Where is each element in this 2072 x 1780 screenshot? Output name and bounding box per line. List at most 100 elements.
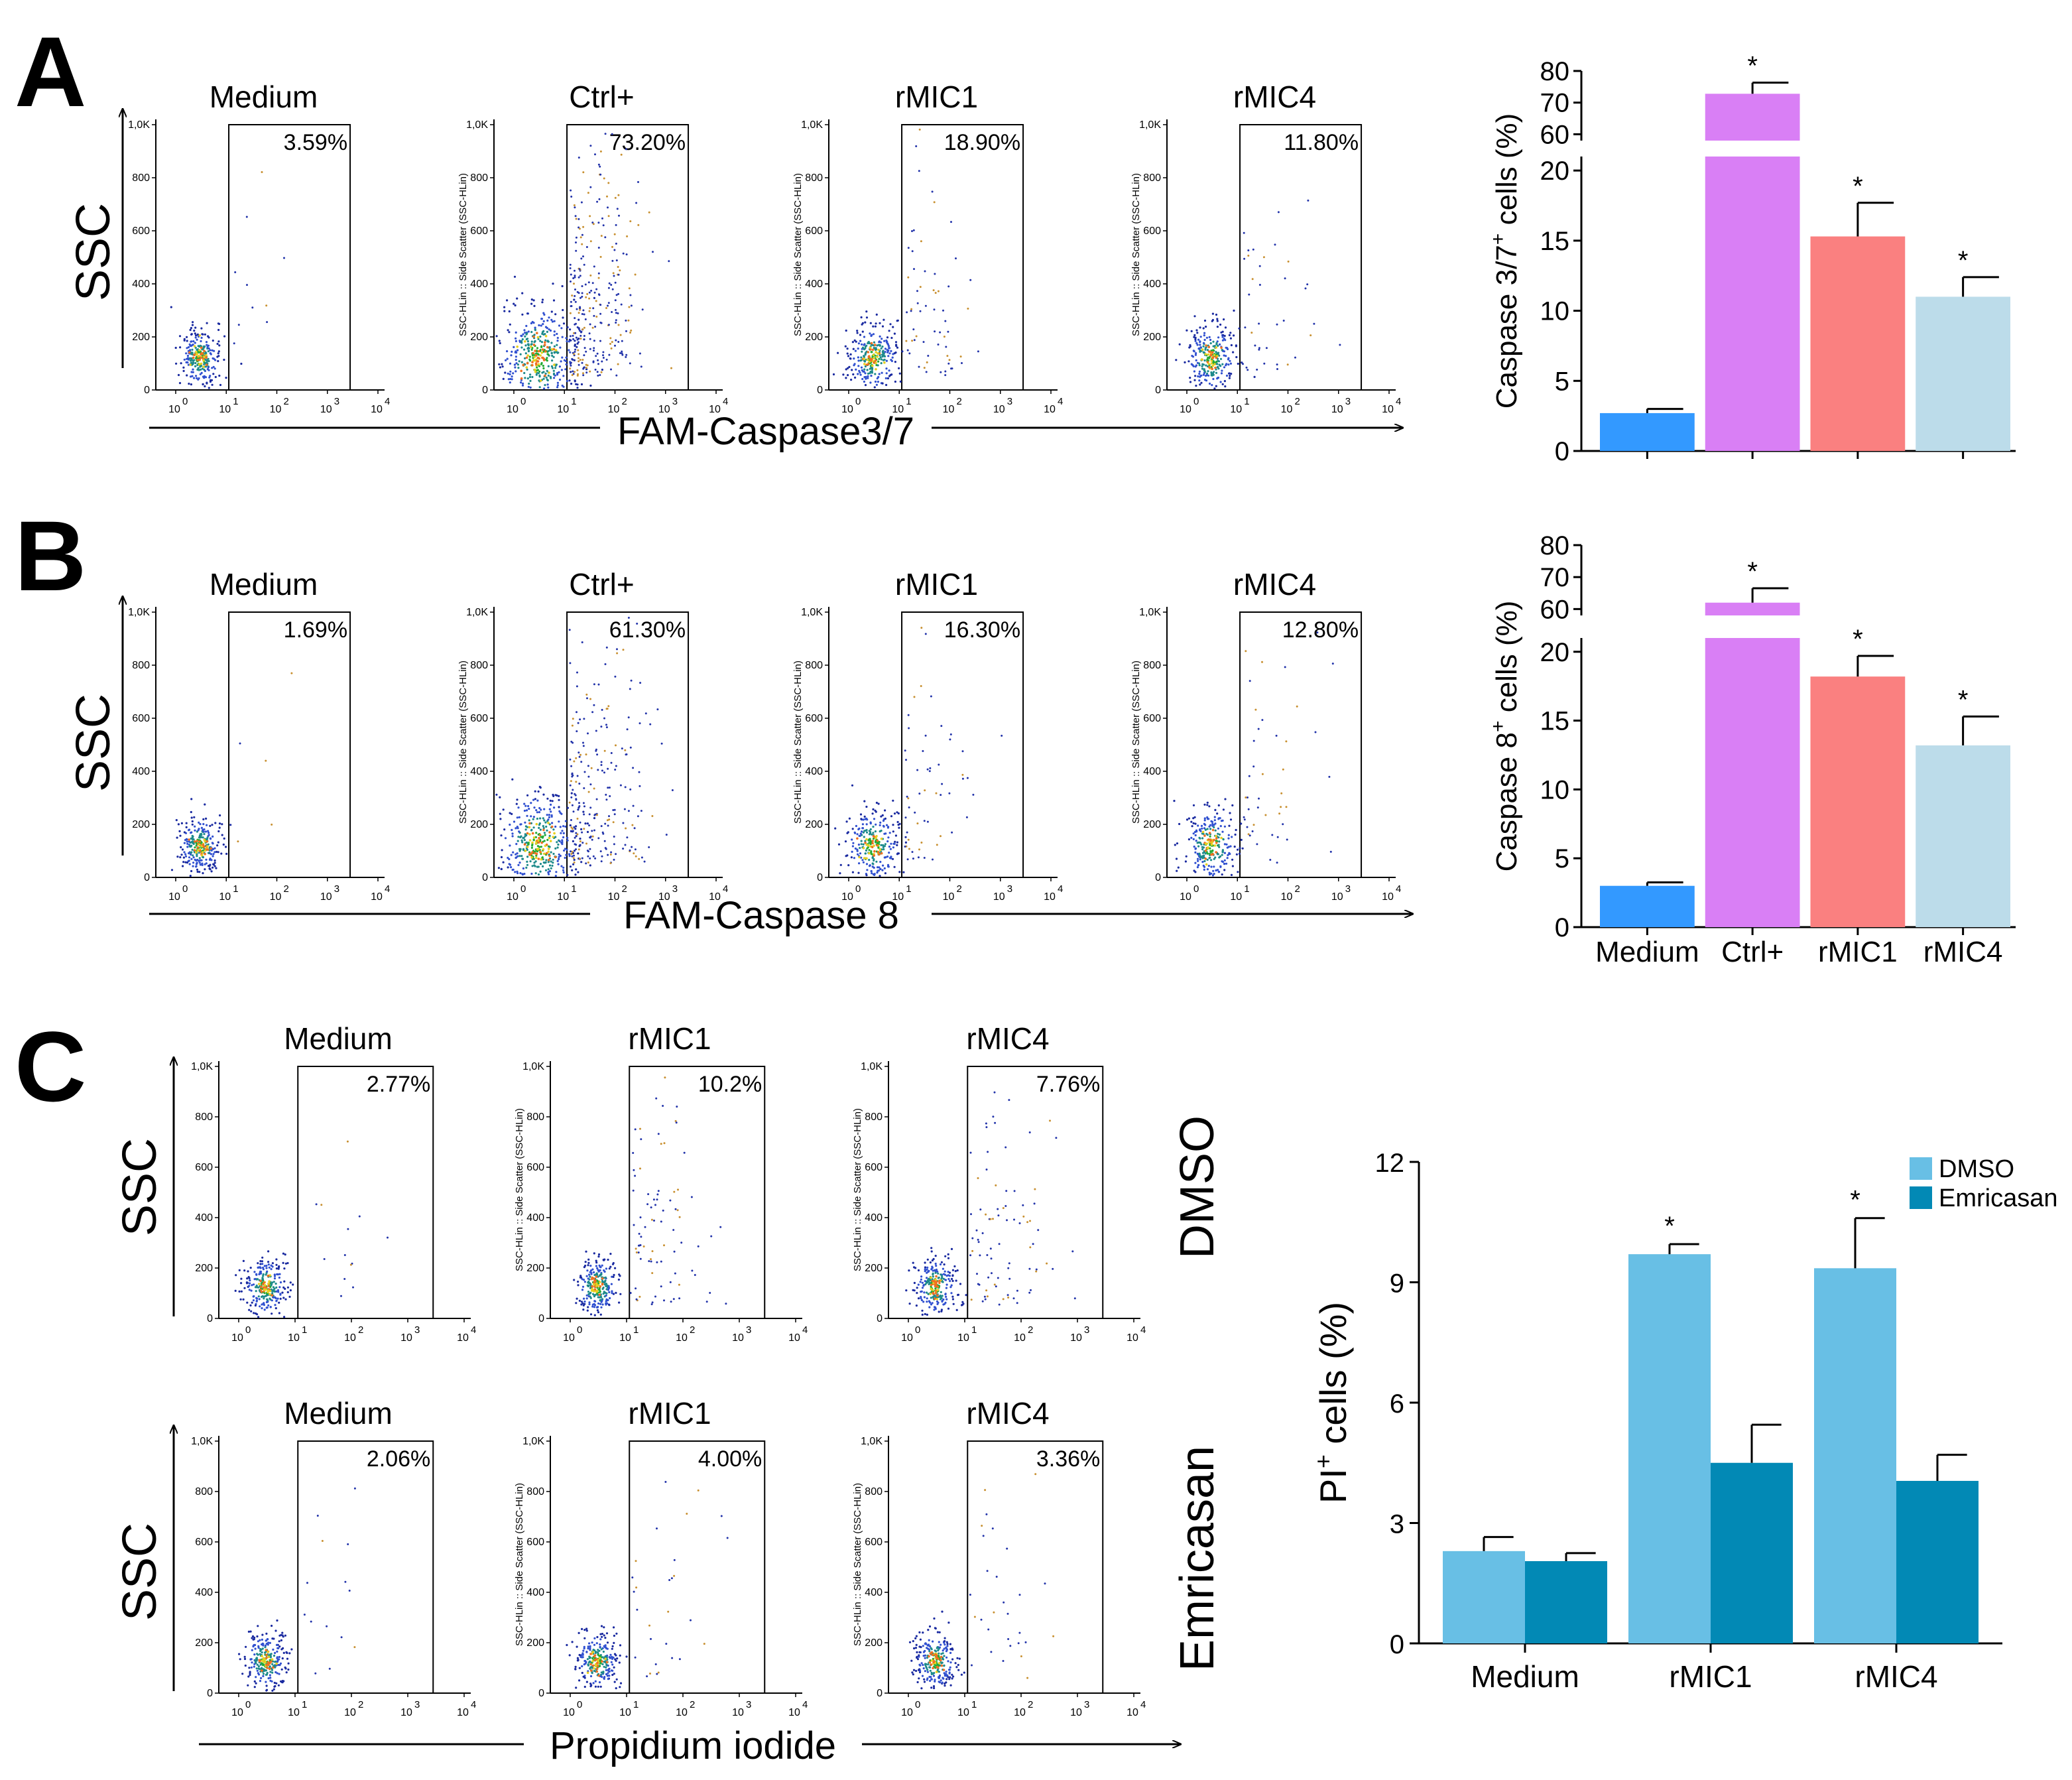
flow-event — [225, 852, 228, 856]
flow-event — [276, 1619, 278, 1622]
flow-x-tick-exp: 1 — [906, 396, 911, 407]
flow-event-gated — [1008, 1262, 1010, 1265]
flow-event — [896, 820, 899, 824]
flow-event-gated — [912, 328, 915, 331]
flow-event — [890, 856, 892, 858]
flow-event-gated — [607, 215, 610, 218]
flow-event-core — [193, 849, 196, 852]
flow-event-core — [869, 346, 872, 349]
flow-event-core — [870, 359, 873, 362]
flow-event-gated — [615, 308, 617, 311]
flow-event — [196, 861, 198, 864]
flow-event — [537, 338, 540, 340]
flow-event-core — [873, 361, 875, 364]
flow-event — [213, 861, 216, 864]
flow-event-gated — [601, 217, 603, 220]
flow-event-gated — [629, 688, 631, 690]
flow-event — [548, 846, 551, 848]
flow-y-tick-label: 800 — [470, 172, 488, 184]
flow-x-tick-exp: 1 — [571, 883, 576, 895]
flow-event — [922, 1285, 925, 1287]
flow-x-tick-base: 10 — [1331, 891, 1343, 903]
flow-event — [863, 336, 866, 338]
flow-event — [278, 1312, 280, 1314]
flow-event — [606, 1302, 609, 1304]
flow-event-gated — [570, 273, 572, 276]
flow-event-gated — [908, 727, 910, 730]
flow-event — [499, 796, 501, 798]
flow-event — [547, 818, 550, 821]
flow-event — [1209, 824, 1212, 826]
flow-y-tick-label: 0 — [538, 1688, 544, 1699]
flow-event-gated — [654, 1204, 656, 1206]
flow-event-gated — [591, 830, 593, 832]
flow-event-gated — [922, 750, 924, 752]
flow-event — [269, 1306, 272, 1308]
flow-y-tick-label: 1,0K — [191, 1061, 213, 1072]
flow-event — [890, 359, 892, 361]
flow-event-gated — [926, 768, 929, 771]
flow-y-axis-label: SSC-HLin :: Side Scatter (SSC-HLin) — [514, 1108, 525, 1271]
flow-event — [241, 1673, 244, 1675]
flow-event-core — [936, 1289, 939, 1291]
flow-y-axis-label: SSC-HLin :: Side Scatter (SSC-HLin) — [792, 661, 804, 824]
flow-event — [1209, 338, 1212, 342]
flow-event-core — [537, 350, 540, 353]
flow-event-gated — [575, 781, 578, 783]
flow-event — [1193, 816, 1196, 818]
flow-event-core — [595, 1291, 598, 1293]
flow-event — [265, 1273, 267, 1276]
flow-event-gated — [574, 276, 576, 279]
flow-event — [1219, 825, 1222, 828]
flow-event-gated — [949, 738, 951, 741]
flow-event — [593, 1314, 596, 1316]
flow-event-gated — [1032, 1243, 1034, 1245]
flow-x-tick-base: 10 — [943, 404, 955, 415]
flow-event-gated — [593, 350, 595, 352]
flow-event — [950, 1292, 953, 1295]
flow-gate — [297, 1440, 434, 1694]
flow-event — [253, 1653, 256, 1656]
flow-event — [553, 351, 556, 354]
flow-event — [215, 850, 218, 854]
flow-event — [544, 333, 546, 336]
flow-event-core — [531, 841, 534, 844]
flow-event — [1219, 357, 1223, 360]
flow-event-gated — [343, 1254, 346, 1256]
flow-event — [888, 852, 890, 854]
flow-event-core — [530, 345, 532, 348]
flow-event-gated — [1310, 334, 1312, 337]
flow-event — [852, 842, 855, 844]
flow-event-gated — [569, 758, 572, 761]
flow-event — [926, 1258, 929, 1261]
flow-event — [1241, 361, 1243, 364]
flow-event — [853, 364, 855, 367]
flow-event-gated — [633, 1169, 635, 1171]
flow-event-gated — [637, 1251, 640, 1254]
flow-event — [926, 1277, 928, 1279]
flow-x-tick-base: 10 — [788, 1707, 800, 1718]
flow-event-gated — [583, 828, 585, 830]
flow-event — [544, 372, 547, 375]
flow-event — [532, 818, 534, 820]
flow-event — [1230, 373, 1233, 375]
flow-event — [1216, 318, 1219, 320]
flow-event-core — [536, 336, 540, 339]
flow-event — [511, 778, 514, 781]
flow-event — [921, 1313, 924, 1316]
flow-event-core — [542, 828, 545, 832]
flow-event — [566, 873, 569, 876]
flow-event-gated — [593, 340, 595, 342]
flow-event — [262, 1675, 265, 1677]
flow-event — [953, 1265, 956, 1268]
flow-event-gated — [940, 794, 942, 796]
flow-event — [558, 810, 561, 812]
flow-event-gated — [1261, 773, 1264, 775]
flow-x-tick-exp: 4 — [723, 883, 728, 895]
flow-event — [1217, 869, 1219, 871]
flow-event — [894, 840, 896, 843]
flow-event — [861, 369, 863, 372]
flow-event-gated — [597, 374, 599, 377]
flow-event-gated — [578, 157, 580, 159]
flow-event-gated — [998, 1243, 1001, 1245]
